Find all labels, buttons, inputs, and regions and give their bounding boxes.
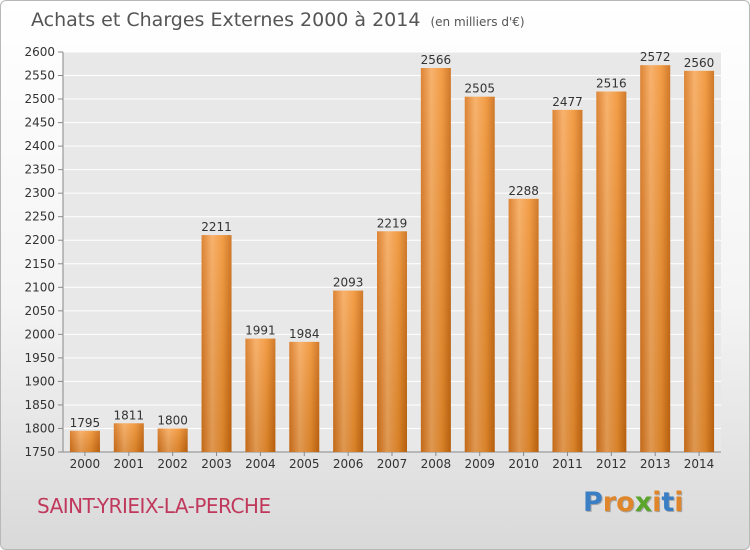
x-tick-label: 2010 bbox=[508, 457, 539, 471]
bar-shade bbox=[377, 231, 407, 452]
chart-title-text: Achats et Charges Externes 2000 à 2014 bbox=[31, 9, 421, 31]
x-tick-label: 2003 bbox=[201, 457, 232, 471]
y-tick-label: 2250 bbox=[24, 210, 55, 224]
chart-title: Achats et Charges Externes 2000 à 2014 (e… bbox=[31, 9, 525, 31]
logo-letter: P bbox=[583, 487, 603, 518]
bar-shade bbox=[113, 423, 144, 452]
bar-shade bbox=[420, 68, 451, 452]
data-label: 1991 bbox=[245, 324, 276, 338]
data-label: 2477 bbox=[552, 95, 583, 109]
x-tick-label: 2009 bbox=[464, 457, 495, 471]
data-label: 1800 bbox=[157, 413, 188, 427]
x-tick-label: 2008 bbox=[421, 457, 452, 471]
data-label: 1795 bbox=[70, 416, 101, 430]
data-label: 2505 bbox=[464, 82, 495, 96]
x-tick-label: 2007 bbox=[377, 457, 408, 471]
bar-shade bbox=[201, 235, 232, 452]
y-tick-label: 2600 bbox=[24, 45, 55, 59]
y-tick-label: 2200 bbox=[24, 233, 55, 247]
bar-shade bbox=[596, 91, 627, 452]
logo-letter: t bbox=[661, 487, 675, 518]
y-tick-label: 2500 bbox=[24, 92, 55, 106]
y-tick-label: 2100 bbox=[24, 280, 55, 294]
logo-letter: o bbox=[616, 487, 635, 518]
y-tick-label: 2550 bbox=[24, 69, 55, 83]
bar-shade bbox=[464, 96, 495, 453]
y-tick-label: 2450 bbox=[24, 116, 55, 130]
data-label: 2572 bbox=[640, 50, 671, 64]
y-tick-label: 2050 bbox=[24, 304, 55, 318]
x-tick-label: 2012 bbox=[596, 457, 627, 471]
data-label: 2093 bbox=[333, 276, 364, 290]
y-tick-label: 1750 bbox=[24, 445, 55, 459]
bar-shade bbox=[684, 70, 715, 452]
bar-shade bbox=[508, 198, 539, 452]
bar-shade bbox=[157, 428, 188, 452]
bar-shade bbox=[552, 109, 583, 452]
logo-letter: i bbox=[674, 487, 684, 518]
bar-shade bbox=[333, 290, 364, 452]
y-tick-label: 2000 bbox=[24, 327, 55, 341]
y-tick-label: 2400 bbox=[24, 139, 55, 153]
logo-letter: x bbox=[634, 487, 653, 518]
y-tick-label: 1800 bbox=[24, 421, 55, 435]
bar-shade bbox=[245, 338, 276, 452]
y-tick-label: 1950 bbox=[24, 351, 55, 365]
bar-shade bbox=[289, 341, 320, 452]
data-label: 2211 bbox=[201, 220, 232, 234]
x-tick-label: 2013 bbox=[640, 457, 671, 471]
x-tick-label: 2000 bbox=[70, 457, 101, 471]
y-tick-label: 1900 bbox=[24, 374, 55, 388]
y-tick-label: 2300 bbox=[24, 186, 55, 200]
x-tick-label: 2014 bbox=[684, 457, 715, 471]
logo-letter: i bbox=[652, 487, 662, 518]
data-label: 2516 bbox=[596, 77, 627, 91]
x-tick-label: 2002 bbox=[157, 457, 188, 471]
y-tick-label: 1850 bbox=[24, 398, 55, 412]
data-label: 2560 bbox=[684, 56, 715, 70]
data-label: 2566 bbox=[421, 53, 452, 67]
y-tick-label: 2150 bbox=[24, 257, 55, 271]
proxiti-logo: Proxiti bbox=[583, 487, 684, 518]
commune-name: SAINT-YRIEIX-LA-PERCHE bbox=[37, 494, 271, 518]
data-label: 1811 bbox=[114, 408, 145, 422]
x-tick-label: 2006 bbox=[333, 457, 364, 471]
data-label: 2219 bbox=[377, 216, 408, 230]
bar-shade bbox=[69, 430, 100, 452]
data-label: 2288 bbox=[508, 184, 539, 198]
bar-shade bbox=[640, 65, 671, 453]
y-tick-label: 2350 bbox=[24, 163, 55, 177]
chart-unit: (en milliers d'€) bbox=[430, 15, 525, 29]
x-tick-label: 2011 bbox=[552, 457, 583, 471]
logo-letter: r bbox=[602, 487, 617, 518]
x-tick-label: 2005 bbox=[289, 457, 320, 471]
x-tick-label: 2004 bbox=[245, 457, 276, 471]
x-tick-label: 2001 bbox=[114, 457, 145, 471]
data-label: 1984 bbox=[289, 327, 320, 341]
